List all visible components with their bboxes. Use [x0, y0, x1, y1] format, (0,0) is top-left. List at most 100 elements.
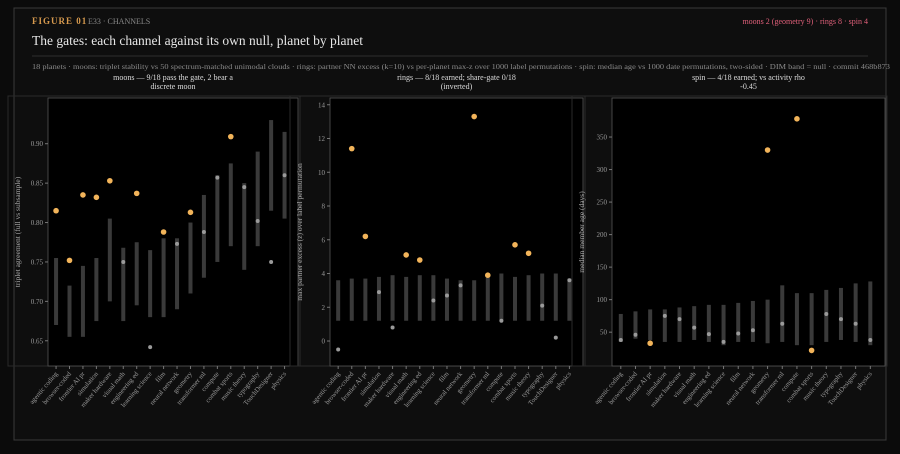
point: [853, 321, 858, 326]
null-band: [512, 276, 517, 321]
null-band: [228, 163, 233, 247]
point: [282, 173, 287, 178]
null-band: [721, 304, 726, 346]
point: [512, 242, 518, 248]
point: [692, 325, 697, 330]
point: [721, 339, 726, 344]
null-band: [677, 307, 682, 342]
null-band: [94, 258, 99, 322]
section: E33 · CHANNELS: [88, 17, 150, 26]
point: [121, 259, 126, 264]
y-tick-label: 100: [597, 296, 608, 304]
point: [416, 257, 423, 263]
null-band: [765, 299, 770, 344]
null-band: [618, 313, 623, 342]
point: [227, 133, 234, 140]
plot-area: [329, 97, 584, 367]
null-band: [336, 280, 341, 321]
null-band: [472, 280, 477, 321]
y-axis-label: max partner excess (z) over label permut…: [295, 163, 304, 301]
point: [160, 229, 167, 235]
point: [255, 218, 260, 223]
null-band: [838, 287, 843, 340]
null-band: [363, 278, 368, 321]
point: [471, 113, 477, 120]
point: [647, 340, 653, 347]
point: [215, 175, 220, 180]
null-band: [161, 238, 166, 318]
point: [403, 252, 409, 258]
y-tick-label: 50: [600, 329, 608, 337]
point: [187, 209, 194, 216]
y-tick-label: 2: [322, 304, 326, 312]
y-tick-label: 0.70: [31, 298, 44, 306]
null-band: [376, 276, 381, 321]
point: [175, 241, 180, 246]
point: [362, 233, 369, 240]
null-band: [662, 309, 667, 342]
point: [348, 145, 355, 152]
null-band: [485, 275, 490, 321]
y-tick-label: 4: [322, 270, 326, 278]
y-tick-label: 0.85: [31, 180, 44, 188]
point: [148, 345, 153, 350]
point: [444, 293, 449, 298]
y-tick-label: 8: [322, 203, 326, 211]
null-band: [633, 311, 638, 339]
point: [808, 347, 815, 354]
null-band: [175, 238, 180, 310]
figure-number: FIGURE 01: [32, 16, 87, 26]
null-band: [540, 273, 545, 321]
null-band: [794, 293, 799, 346]
null-band: [553, 273, 558, 321]
point: [633, 332, 638, 337]
point: [484, 272, 491, 279]
null-band: [255, 151, 260, 247]
y-axis-label: median member age (days): [577, 191, 586, 273]
plot-area: [611, 97, 886, 367]
y-tick-label: 12: [318, 135, 326, 143]
plot-area: [47, 97, 299, 367]
null-band: [188, 222, 193, 294]
point: [336, 347, 341, 352]
y-tick-label: 0.75: [31, 258, 44, 266]
null-band: [80, 265, 85, 337]
point: [794, 116, 800, 122]
point: [780, 321, 785, 326]
null-band: [868, 281, 873, 346]
null-band: [54, 258, 59, 326]
y-tick-label: 0.80: [31, 219, 44, 227]
null-band: [809, 293, 814, 346]
y-tick-label: 0.65: [31, 337, 44, 345]
title: The gates: each channel against its own …: [32, 33, 363, 48]
point: [662, 313, 667, 318]
point: [824, 311, 829, 316]
point: [390, 325, 395, 330]
null-band: [736, 302, 741, 342]
null-band: [706, 304, 711, 342]
y-tick-label: 0.90: [31, 140, 44, 148]
null-band: [499, 273, 504, 321]
point: [677, 317, 682, 322]
point: [567, 278, 572, 283]
point: [618, 337, 623, 342]
null-band: [215, 175, 220, 262]
subtitle: 18 planets · moons: triplet stability vs…: [32, 62, 890, 71]
point: [66, 257, 73, 264]
y-tick-label: 10: [318, 169, 326, 177]
null-band: [390, 275, 395, 321]
null-band: [269, 120, 274, 211]
y-tick-label: 150: [597, 264, 608, 272]
null-band: [201, 194, 206, 278]
null-band: [404, 276, 409, 321]
null-band: [750, 300, 755, 342]
null-band: [444, 278, 449, 321]
null-band: [853, 283, 858, 342]
null-band: [349, 278, 354, 321]
y-tick-label: 300: [597, 166, 608, 174]
null-band: [526, 275, 531, 321]
summary: moons 2 (geometry 9) · rings 8 · spin 4: [742, 17, 868, 26]
point: [499, 318, 504, 323]
point: [133, 190, 140, 197]
